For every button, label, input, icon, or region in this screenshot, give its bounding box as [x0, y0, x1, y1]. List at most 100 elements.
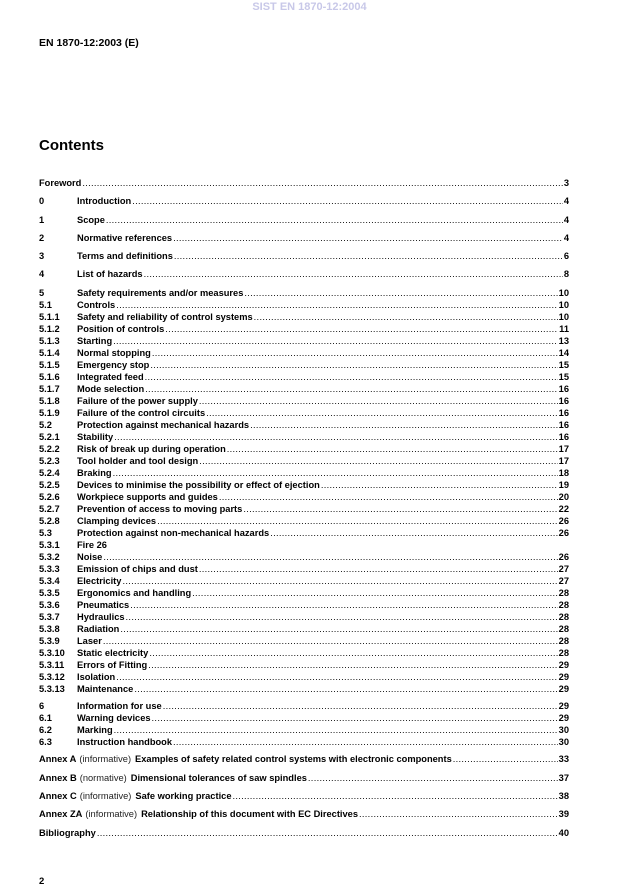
entry-number: 5.2: [39, 419, 52, 430]
toc-entry[interactable]: 5.1.3 Starting 13: [39, 335, 569, 347]
toc-entry[interactable]: 5.3.13 Maintenance 29: [39, 683, 569, 695]
toc-entry[interactable]: 5.1.2 Position of controls 11: [39, 323, 569, 335]
entry-title: Noise: [77, 551, 103, 562]
toc-entry[interactable]: 6 Information for use 29: [39, 700, 569, 712]
entry-page: 26: [558, 527, 569, 538]
entry-title: Safe working practice: [135, 791, 232, 802]
dot-leader: [103, 551, 557, 563]
entry-number: 5.1.4: [39, 347, 60, 358]
toc-entry[interactable]: Annex C (informative) Safe working practic…: [39, 790, 569, 803]
toc-entry[interactable]: 5.2.6 Workpiece supports and guides 20: [39, 491, 569, 503]
entry-page: 29: [558, 671, 569, 682]
dot-leader: [219, 491, 558, 503]
entry-number: 6.3: [39, 737, 52, 748]
entry-number: 5.3.3: [39, 563, 60, 574]
entry-number: 5.3.12: [39, 671, 65, 682]
toc-entry[interactable]: 5.3.6 Pneumatics 28: [39, 599, 569, 611]
dot-leader: [173, 232, 563, 245]
entry-title: Integrated feed: [77, 371, 144, 382]
toc-entry[interactable]: 5.1.6 Integrated feed 15: [39, 371, 569, 383]
entry-page: 26: [558, 515, 569, 526]
entry-number: 5.1.9: [39, 407, 60, 418]
entry-page: 15: [558, 359, 569, 370]
toc-entry[interactable]: 5.1.5 Emergency stop 15: [39, 359, 569, 371]
toc-group: 2 Normative references 4: [39, 232, 569, 245]
toc-entry[interactable]: 6.3 Instruction handbook 30: [39, 736, 569, 748]
toc-entry[interactable]: 5.2.8 Clamping devices 26: [39, 515, 569, 527]
toc-entry[interactable]: 5.3.11 Errors of Fitting 29: [39, 659, 569, 671]
toc-entry[interactable]: 3 Terms and definitions 6: [39, 250, 569, 263]
toc-entry[interactable]: 5.3.4 Electricity 27: [39, 575, 569, 587]
toc-entry[interactable]: 5.1.7 Mode selection 16: [39, 383, 569, 395]
dot-leader: [250, 419, 558, 431]
entry-page: 28: [558, 623, 569, 634]
dot-leader: [130, 599, 557, 611]
toc-entry[interactable]: 2 Normative references 4: [39, 232, 569, 245]
entry-number: 5.1.1: [39, 311, 60, 322]
toc-entry[interactable]: 5.3.10 Static electricity 28: [39, 647, 569, 659]
toc-entry[interactable]: 5.1 Controls 10: [39, 299, 569, 311]
entry-page: 39: [558, 809, 569, 820]
toc-entry[interactable]: 5.1.9 Failure of the control circuits 16: [39, 407, 569, 419]
entry-title: Relationship of this document with EC Di…: [141, 809, 359, 820]
toc-entry[interactable]: 5.2.3 Tool holder and tool design 17: [39, 455, 569, 467]
entry-number: 6.1: [39, 713, 52, 724]
toc-entry[interactable]: 5.2.2 Risk of break up during operation 17: [39, 443, 569, 455]
entry-page: 29: [558, 713, 569, 724]
entry-page: 28: [558, 599, 569, 610]
toc-entry[interactable]: Annex ZA (informative) Relationship of thi…: [39, 808, 569, 821]
toc-entry[interactable]: Annex B (normative) Dimensional tolerances…: [39, 772, 569, 785]
toc-entry[interactable]: 5.3.7 Hydraulics 28: [39, 611, 569, 623]
entry-page: 37: [558, 772, 569, 783]
toc-entry[interactable]: 4 List of hazards 8: [39, 268, 569, 281]
entry-page: 40: [558, 827, 569, 838]
toc-entry[interactable]: 6.1 Warning devices 29: [39, 712, 569, 724]
toc-entry[interactable]: Annex A (informative) Examples of safety r…: [39, 753, 569, 766]
toc-entry[interactable]: 5.2 Protection against mechanical hazards…: [39, 419, 569, 431]
toc-entry[interactable]: 5.3.2 Noise 26: [39, 551, 569, 563]
toc-entry[interactable]: Foreword 3: [39, 177, 569, 190]
entry-page: 16: [558, 395, 569, 406]
toc-entry[interactable]: 5.2.4 Braking 18: [39, 467, 569, 479]
toc-entry[interactable]: 5.1.4 Normal stopping 14: [39, 347, 569, 359]
dot-leader: [308, 772, 558, 785]
entry-number: 5.3.7: [39, 611, 60, 622]
dot-leader: [122, 575, 557, 587]
toc-group: 3 Terms and definitions 6: [39, 250, 569, 263]
document-id: EN 1870-12:2003 (E): [39, 37, 139, 49]
dot-leader: [145, 371, 558, 383]
entry-number: 5.3.1: [39, 539, 60, 550]
toc-entry[interactable]: 5 Safety requirements and/or measures 10: [39, 287, 569, 299]
dot-leader: [270, 527, 557, 539]
entry-number: 5.2.8: [39, 515, 60, 526]
toc-entry[interactable]: 5.3.8 Radiation 28: [39, 623, 569, 635]
toc-entry[interactable]: 5.2.5 Devices to minimise the possibility…: [39, 479, 569, 491]
toc-entry[interactable]: 5.3.1 Fire 26: [39, 539, 569, 551]
toc-entry[interactable]: 5.2.1 Stability 16: [39, 431, 569, 443]
dot-leader: [134, 683, 557, 695]
entry-number: 5.1.6: [39, 371, 60, 382]
toc-entry[interactable]: 5.3.12 Isolation 29: [39, 671, 569, 683]
entry-page: 30: [558, 725, 569, 736]
toc-entry[interactable]: 1 Scope 4: [39, 214, 569, 227]
toc-entry[interactable]: 5.1.8 Failure of the power supply 16: [39, 395, 569, 407]
dot-leader: [152, 712, 558, 724]
toc-entry[interactable]: 5.3.3 Emission of chips and dust 27: [39, 563, 569, 575]
dot-leader: [116, 671, 557, 683]
toc-entry[interactable]: 5.1.1 Safety and reliability of control s…: [39, 311, 569, 323]
toc-entry[interactable]: 5.3 Protection against non-mechanical haz…: [39, 527, 569, 539]
toc-entry[interactable]: 6.2 Marking 30: [39, 724, 569, 736]
dot-leader: [453, 753, 558, 766]
toc-entry[interactable]: 5.3.9 Laser 28: [39, 635, 569, 647]
entry-page: 33: [558, 754, 569, 765]
dot-leader: [173, 736, 558, 748]
annex-label: Annex A: [39, 754, 77, 765]
dot-leader: [150, 359, 557, 371]
entry-title: List of hazards: [77, 269, 143, 280]
toc-entry[interactable]: 5.2.7 Prevention of access to moving part…: [39, 503, 569, 515]
toc-entry[interactable]: 5.3.5 Ergonomics and handling 28: [39, 587, 569, 599]
toc-entry[interactable]: Bibliography 40: [39, 827, 569, 840]
toc-entry[interactable]: 0 Introduction 4: [39, 195, 569, 208]
entry-title: Braking: [77, 467, 112, 478]
entry-number: 5.1.7: [39, 383, 60, 394]
